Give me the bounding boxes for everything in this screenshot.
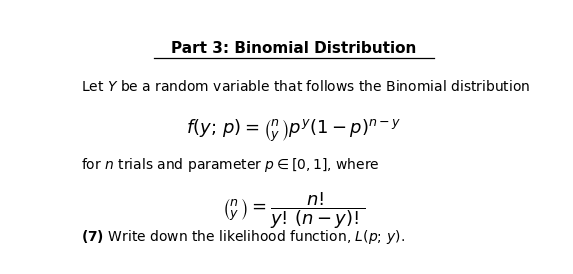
Text: Part 3: Binomial Distribution: Part 3: Binomial Distribution: [171, 41, 417, 56]
Text: $f(y;\,p) = \binom{n}{y}p^{y}(1-p)^{n-y}$: $f(y;\,p) = \binom{n}{y}p^{y}(1-p)^{n-y}…: [186, 117, 401, 144]
Text: $\mathbf{(7)}$ Write down the likelihood function, $L(p;\,y)$.: $\mathbf{(7)}$ Write down the likelihood…: [80, 228, 405, 246]
Text: Let $Y$ be a random variable that follows the Binomial distribution: Let $Y$ be a random variable that follow…: [80, 79, 530, 94]
Text: $\binom{n}{y} = \dfrac{n!}{y!\,(n-y)!}$: $\binom{n}{y} = \dfrac{n!}{y!\,(n-y)!}$: [222, 190, 365, 231]
Text: for $n$ trials and parameter $p \in [0,1]$, where: for $n$ trials and parameter $p \in [0,1…: [80, 156, 379, 174]
